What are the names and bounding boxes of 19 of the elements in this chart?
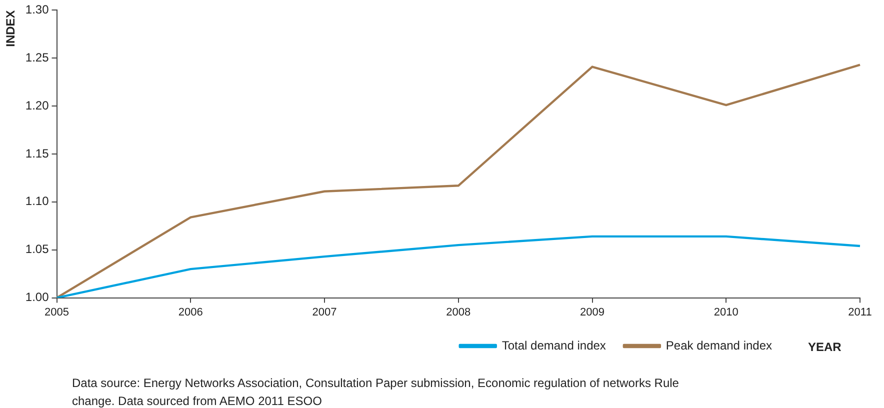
x-tick-label: 2009 (580, 306, 604, 318)
source-note: Data source: Energy Networks Association, Consultation Paper submission, Economic regulation of networks Rule change. Data sourced from AEMO 2011 ESOO (72, 375, 680, 408)
x-tick-label: 2010 (714, 306, 738, 318)
x-axis-title: YEAR (808, 340, 842, 354)
y-tick-label: 1.30 (25, 2, 50, 17)
y-tick-label: 1.20 (25, 98, 50, 112)
y-tick-label: 1.00 (25, 290, 50, 304)
y-tick-label: 1.15 (25, 146, 50, 160)
legend-label: Total demand index (502, 338, 606, 352)
x-tick-label: 2005 (44, 306, 69, 318)
x-tick-label: 2006 (178, 306, 203, 318)
y-tick-label: 1.05 (25, 242, 50, 256)
legend-label: Peak demand index (666, 338, 772, 352)
x-tick-label: 2008 (446, 306, 471, 318)
y-tick-label: 1.10 (25, 194, 50, 208)
x-tick-label: 2007 (312, 306, 337, 318)
x-tick-label: 2011 (848, 306, 872, 318)
y-axis-title: INDEX (4, 10, 18, 47)
y-tick-label: 1.25 (25, 50, 50, 64)
